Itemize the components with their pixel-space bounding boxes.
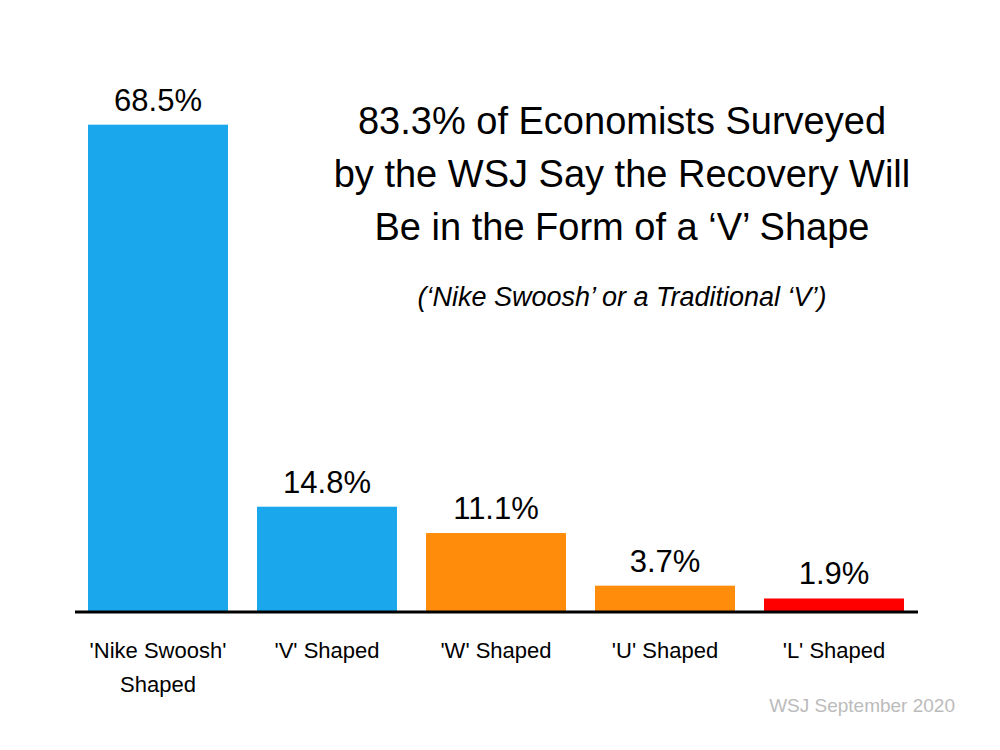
category-label: 'Nike Swoosh' Shaped (90, 638, 227, 697)
category-label-line: 'V' Shaped (274, 638, 379, 663)
category-label: 'W' Shaped (440, 638, 551, 663)
category-label-line: 'W' Shaped (440, 638, 551, 663)
bar (426, 533, 566, 612)
chart: 68.5% 14.8% 11.1% 3.7% 1.9% 'Nike Swoosh' Shap… (0, 0, 1000, 750)
subtitle: (‘Nike Swoosh’ or a Traditional ‘V’) (417, 282, 826, 312)
bar (764, 598, 904, 612)
category-label: 'V' Shaped (274, 638, 379, 663)
bar (88, 125, 228, 612)
category-label: 'L' Shaped (783, 638, 886, 663)
category-label-line: 'L' Shaped (783, 638, 886, 663)
title-line: Be in the Form of a ‘V’ Shape (375, 206, 870, 248)
category-label-line: 'U' Shaped (612, 638, 718, 663)
x-axis-line (75, 611, 918, 614)
category-label-line: 'Nike Swoosh' (90, 638, 227, 663)
data-label: 3.7% (630, 544, 701, 579)
data-label: 68.5% (114, 83, 202, 118)
bar (595, 586, 735, 612)
category-label-line: Shaped (120, 672, 196, 697)
data-label: 14.8% (283, 465, 371, 500)
title: 83.3% of Economists Surveyed by the WSJ S… (334, 100, 911, 248)
source: WSJ September 2020 (769, 695, 955, 716)
bars (88, 125, 904, 612)
title-line: 83.3% of Economists Surveyed (358, 100, 886, 142)
data-label: 11.1% (453, 491, 539, 526)
background (0, 0, 1000, 750)
title-line: by the WSJ Say the Recovery Will (334, 153, 911, 195)
category-label: 'U' Shaped (612, 638, 718, 663)
data-label: 1.9% (799, 556, 870, 591)
bar (257, 507, 397, 612)
